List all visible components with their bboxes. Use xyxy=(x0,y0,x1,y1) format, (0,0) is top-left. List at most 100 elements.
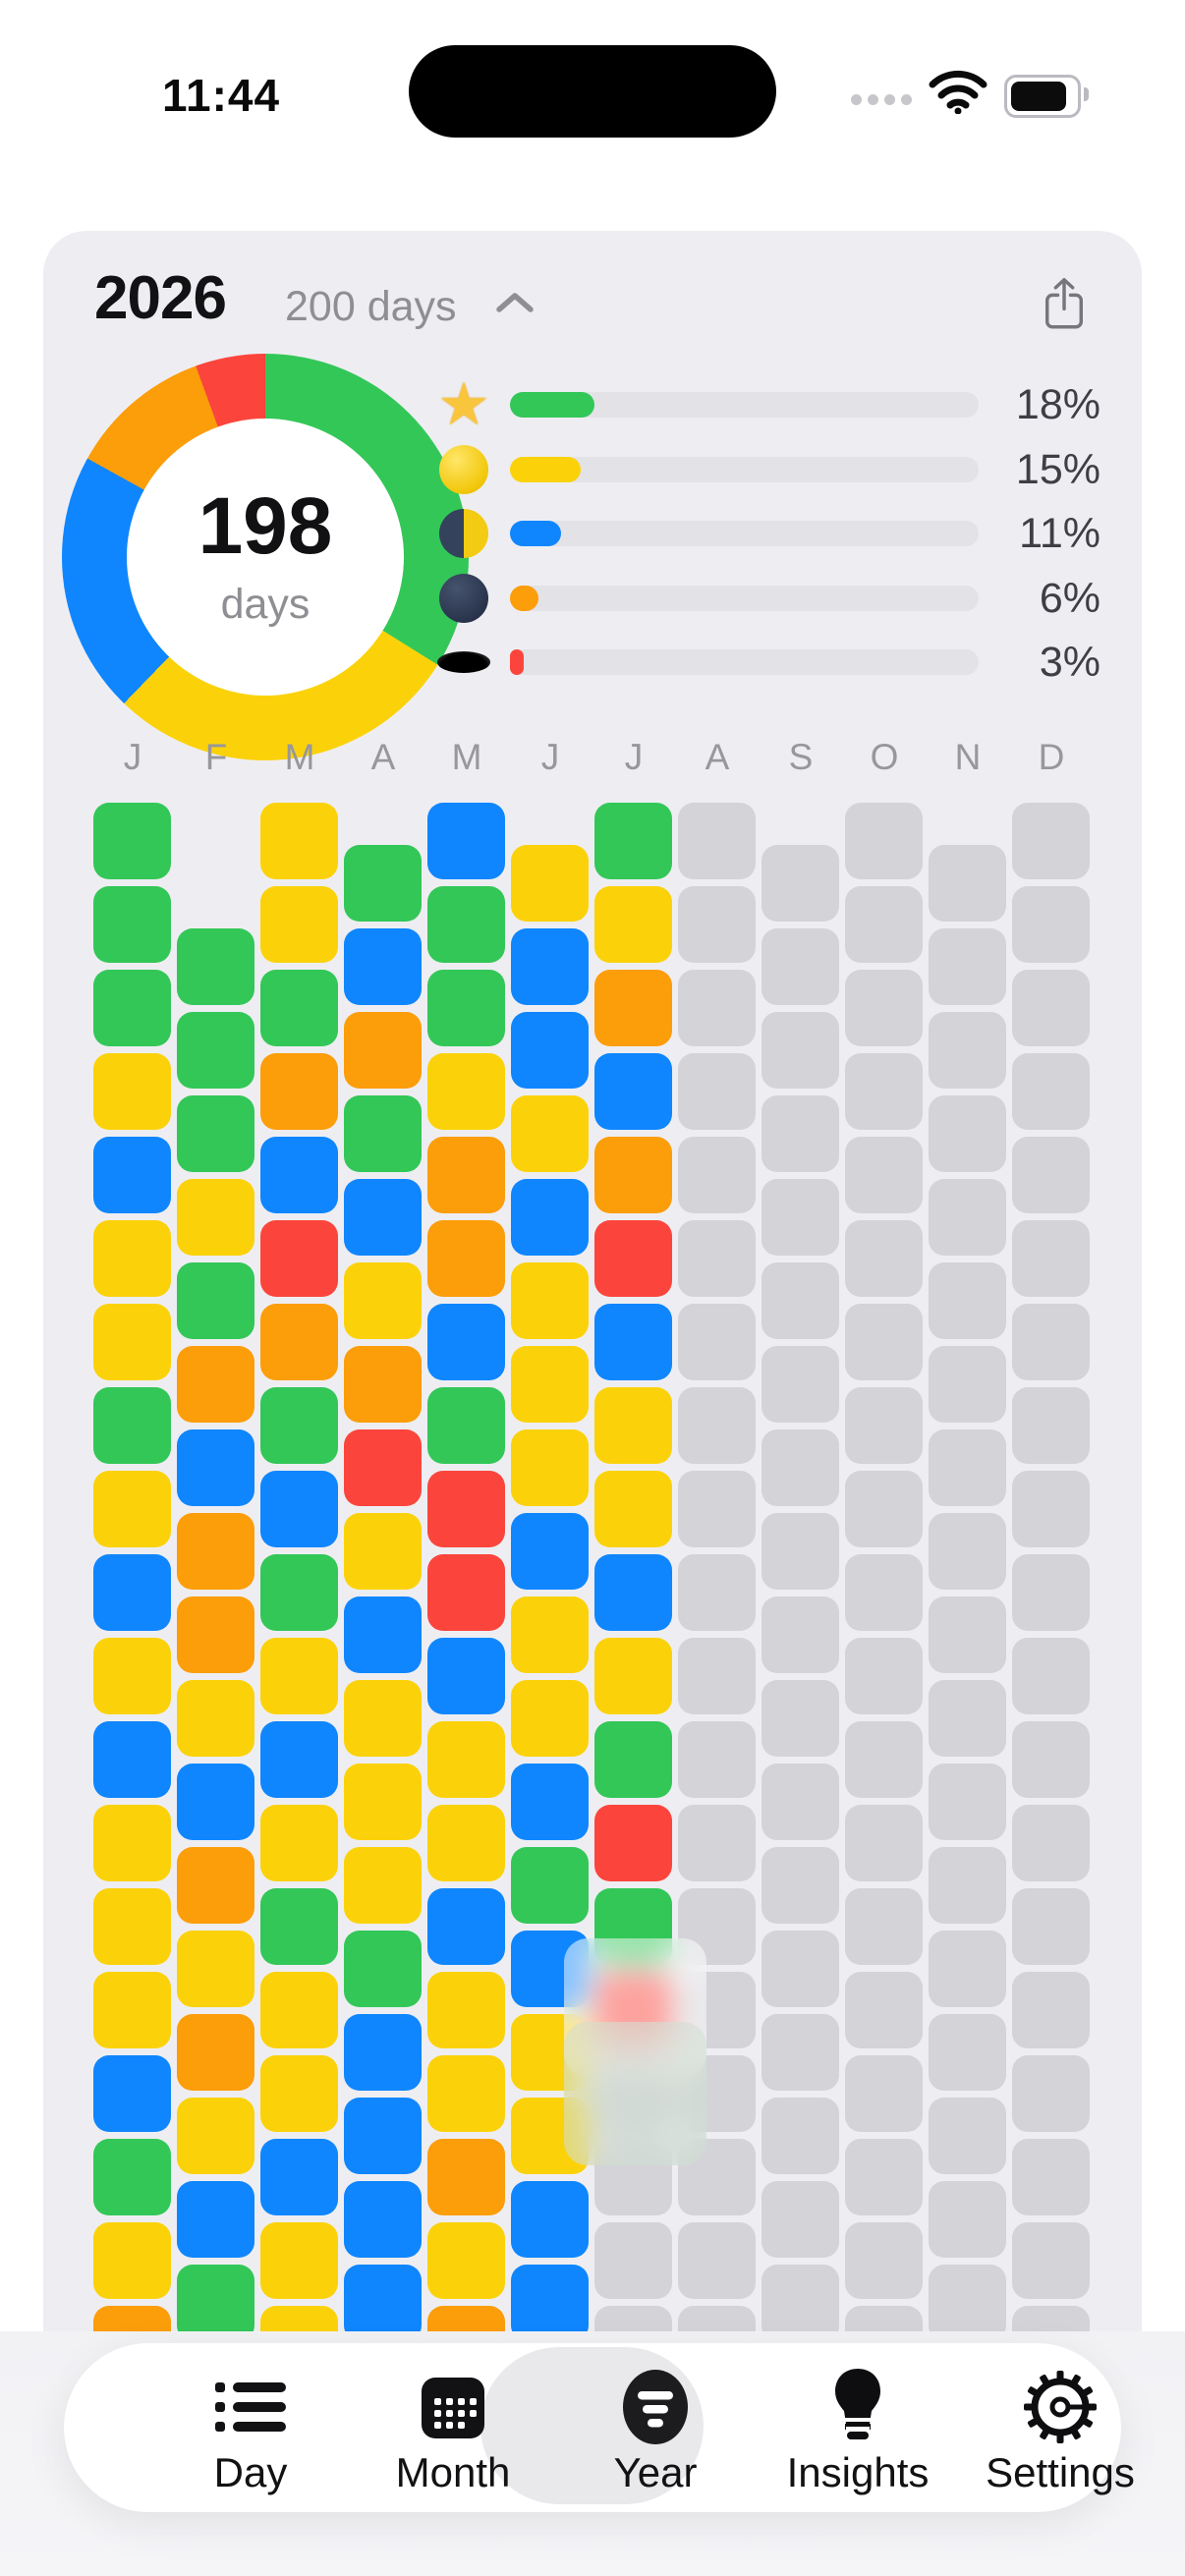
day-cell[interactable] xyxy=(260,970,338,1046)
day-cell[interactable] xyxy=(678,803,756,879)
day-cell[interactable] xyxy=(845,2139,923,2215)
day-cell[interactable] xyxy=(762,2013,839,2091)
day-cell[interactable] xyxy=(260,886,338,963)
day-cell[interactable] xyxy=(845,1220,923,1297)
day-cell[interactable] xyxy=(929,1011,1006,1089)
day-cell[interactable] xyxy=(762,1011,839,1089)
day-cell[interactable] xyxy=(929,1596,1006,1673)
day-cell[interactable] xyxy=(929,1428,1006,1506)
day-cell[interactable] xyxy=(594,1471,672,1547)
day-cell[interactable] xyxy=(511,1679,589,1757)
day-cell[interactable] xyxy=(511,1763,589,1840)
day-cell[interactable] xyxy=(344,927,422,1005)
chevron-up-icon[interactable] xyxy=(495,291,535,319)
day-cell[interactable] xyxy=(344,844,422,922)
day-cell[interactable] xyxy=(260,1137,338,1213)
day-cell[interactable] xyxy=(177,1428,254,1506)
day-cell[interactable] xyxy=(594,1220,672,1297)
day-cell[interactable] xyxy=(260,1304,338,1380)
day-cell[interactable] xyxy=(344,1596,422,1673)
day-cell[interactable] xyxy=(762,2097,839,2174)
day-cell[interactable] xyxy=(594,1304,672,1380)
day-cell[interactable] xyxy=(177,2264,254,2331)
day-cell[interactable] xyxy=(594,1721,672,1798)
day-cell[interactable] xyxy=(929,2097,1006,2174)
day-cell[interactable] xyxy=(260,1805,338,1881)
day-cell[interactable] xyxy=(427,886,505,963)
day-cell[interactable] xyxy=(260,1220,338,1297)
day-cell[interactable] xyxy=(427,1805,505,1881)
day-cell[interactable] xyxy=(678,1554,756,1631)
day-cell[interactable] xyxy=(1012,2139,1090,2215)
day-cell[interactable] xyxy=(427,1304,505,1380)
day-cell[interactable] xyxy=(762,844,839,922)
day-cell[interactable] xyxy=(344,1763,422,1840)
day-cell[interactable] xyxy=(344,1178,422,1256)
day-cell[interactable] xyxy=(93,2222,171,2299)
day-cell[interactable] xyxy=(260,1554,338,1631)
day-cell[interactable] xyxy=(1012,1471,1090,1547)
day-cell[interactable] xyxy=(929,1178,1006,1256)
day-cell[interactable] xyxy=(177,1345,254,1423)
day-cell[interactable] xyxy=(177,1094,254,1172)
day-cell[interactable] xyxy=(845,1888,923,1965)
day-cell[interactable] xyxy=(93,803,171,879)
day-cell[interactable] xyxy=(762,1345,839,1423)
day-cell[interactable] xyxy=(427,1220,505,1297)
day-cell[interactable] xyxy=(427,1137,505,1213)
tab-settings[interactable]: Settings xyxy=(959,2343,1161,2512)
day-cell[interactable] xyxy=(177,1930,254,2007)
day-cell[interactable] xyxy=(594,1387,672,1464)
day-cell[interactable] xyxy=(678,1721,756,1798)
day-cell[interactable] xyxy=(845,2306,923,2331)
day-cell[interactable] xyxy=(344,1261,422,1339)
day-cell[interactable] xyxy=(678,1053,756,1130)
day-cell[interactable] xyxy=(427,1888,505,1965)
day-cell[interactable] xyxy=(344,2013,422,2091)
day-cell[interactable] xyxy=(845,1805,923,1881)
day-cell[interactable] xyxy=(929,844,1006,922)
day-cell[interactable] xyxy=(427,1471,505,1547)
day-cell[interactable] xyxy=(929,1679,1006,1757)
day-cell[interactable] xyxy=(594,1053,672,1130)
day-cell[interactable] xyxy=(260,1638,338,1714)
day-cell[interactable] xyxy=(93,1220,171,1297)
day-cell[interactable] xyxy=(845,1137,923,1213)
day-cell[interactable] xyxy=(427,1638,505,1714)
day-cell[interactable] xyxy=(93,1721,171,1798)
day-cell[interactable] xyxy=(929,1512,1006,1590)
day-cell[interactable] xyxy=(260,1721,338,1798)
day-cell[interactable] xyxy=(344,1094,422,1172)
day-cell[interactable] xyxy=(177,1512,254,1590)
day-cell[interactable] xyxy=(260,2306,338,2331)
day-cell[interactable] xyxy=(929,2180,1006,2258)
day-cell[interactable] xyxy=(762,1428,839,1506)
day-cell[interactable] xyxy=(1012,1972,1090,2048)
day-cell[interactable] xyxy=(762,1763,839,1840)
day-cell[interactable] xyxy=(762,927,839,1005)
day-cell[interactable] xyxy=(177,1679,254,1757)
day-cell[interactable] xyxy=(1012,1805,1090,1881)
day-cell[interactable] xyxy=(427,1554,505,1631)
day-cell[interactable] xyxy=(929,2013,1006,2091)
day-cell[interactable] xyxy=(177,1596,254,1673)
day-cell[interactable] xyxy=(427,2139,505,2215)
day-cell[interactable] xyxy=(427,1972,505,2048)
day-cell[interactable] xyxy=(678,886,756,963)
day-cell[interactable] xyxy=(762,1679,839,1757)
day-cell[interactable] xyxy=(260,2055,338,2132)
day-cell[interactable] xyxy=(1012,1554,1090,1631)
day-cell[interactable] xyxy=(929,1846,1006,1924)
day-cell[interactable] xyxy=(1012,1304,1090,1380)
day-cell[interactable] xyxy=(344,1512,422,1590)
day-cell[interactable] xyxy=(344,2180,422,2258)
day-cell[interactable] xyxy=(93,970,171,1046)
day-cell[interactable] xyxy=(427,2055,505,2132)
day-cell[interactable] xyxy=(1012,970,1090,1046)
day-cell[interactable] xyxy=(344,2097,422,2174)
day-cell[interactable] xyxy=(678,2222,756,2299)
day-cell[interactable] xyxy=(177,2097,254,2174)
day-cell[interactable] xyxy=(845,1387,923,1464)
day-cell[interactable] xyxy=(511,1428,589,1506)
day-cell[interactable] xyxy=(511,1011,589,1089)
